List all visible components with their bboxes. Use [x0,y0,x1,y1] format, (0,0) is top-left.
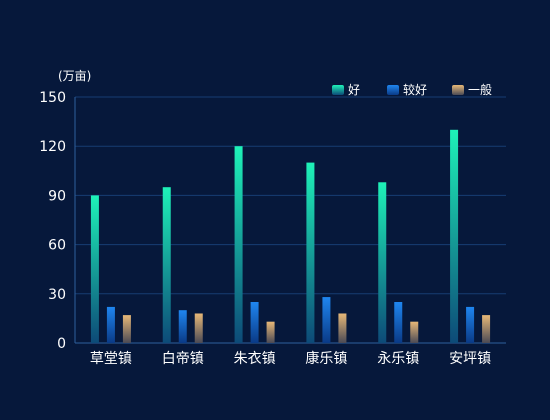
bar-fairly-good [466,306,475,343]
y-tick-label: 120 [39,139,66,155]
bar-good [234,146,243,343]
bar-good [162,187,171,343]
y-tick-label: 60 [48,238,66,254]
bar-fairly-good [394,302,403,343]
bar-good [450,129,459,343]
y-axis-unit-label: (万亩) [58,68,91,83]
x-category-label: 朱衣镇 [234,351,276,367]
y-tick-label: 90 [48,188,66,204]
labels-layer: (万亩) [58,68,91,83]
legend-item[interactable]: 好 [332,83,360,97]
legend-label: 一般 [468,82,492,97]
bar-fairly-good [322,297,331,343]
y-tick-label: 150 [39,90,66,106]
legend: 好 较好 一般 [332,82,492,97]
bars-layer [90,129,491,343]
bar-average [194,313,203,343]
bar-average [122,315,131,343]
bar-fairly-good [178,310,187,343]
bar-good [378,182,387,343]
bar-average [338,313,347,343]
legend-label: 好 [348,83,360,97]
axis-layer: 0 30 60 90 120 150 草堂镇 白帝镇 朱衣镇 康乐镇 永乐镇 安坪镇 [39,90,506,367]
x-category-label: 草堂镇 [90,351,132,367]
y-tick-label: 30 [48,287,66,303]
legend-item[interactable]: 一般 [452,82,492,97]
y-tick-label: 0 [57,336,66,352]
legend-item[interactable]: 较好 [387,82,427,97]
bar-fairly-good [106,306,115,343]
legend-label: 较好 [403,82,427,97]
x-category-label: 康乐镇 [305,350,347,367]
bar-fairly-good [250,302,259,343]
grid-layer [75,96,506,295]
legend-swatch [387,85,399,95]
x-category-label: 白帝镇 [162,351,204,367]
x-category-label: 安坪镇 [449,351,491,367]
bar-good [90,195,99,343]
legend-swatch [332,85,344,95]
bar-good [306,162,315,343]
bar-average [266,321,275,343]
x-category-label: 永乐镇 [377,351,419,367]
legend-swatch [452,85,464,95]
bar-average [410,321,419,343]
bar-average [482,315,491,343]
